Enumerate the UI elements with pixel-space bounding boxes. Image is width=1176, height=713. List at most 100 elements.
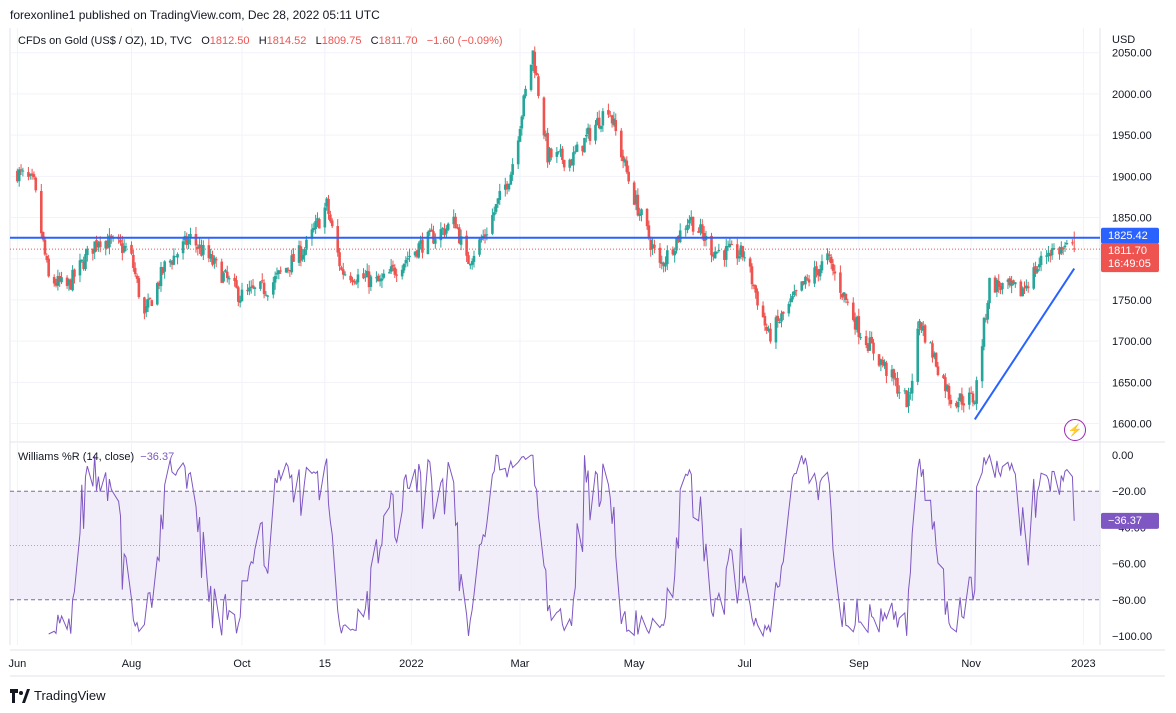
candle-body	[791, 295, 794, 300]
candle-body	[780, 313, 783, 322]
candle-body	[159, 266, 163, 287]
candle-body	[240, 289, 244, 302]
change-value: −1.60 (−0.09%)	[426, 35, 503, 47]
candle-body	[93, 241, 96, 253]
close-label: C	[370, 35, 379, 47]
candle-body	[555, 152, 559, 157]
candle-body	[238, 300, 242, 303]
candle-body	[97, 242, 100, 248]
candle-body	[518, 129, 522, 142]
candle-body	[343, 274, 347, 276]
candle-body	[34, 177, 38, 191]
indicator-value: −36.37	[140, 451, 175, 463]
time-tick-label: Jun	[8, 658, 26, 670]
candle-body	[1037, 264, 1041, 268]
candle-body	[472, 255, 476, 262]
time-tick-label: May	[624, 658, 645, 670]
candle-body	[997, 280, 1001, 287]
candle-body	[91, 248, 95, 254]
candle-body	[728, 243, 732, 247]
candle-body	[581, 145, 584, 152]
candle-body	[402, 263, 406, 271]
candle-body	[196, 246, 200, 249]
candle-body	[737, 256, 741, 259]
candle-body	[857, 316, 861, 337]
candle-body	[550, 148, 553, 158]
candle-body	[774, 317, 778, 343]
candle-body	[975, 380, 978, 404]
candle-body	[1048, 253, 1052, 257]
candle-body	[480, 238, 483, 240]
price-tick-label: 2000.00	[1112, 89, 1152, 101]
candle-body	[312, 227, 316, 231]
time-tick-label: 15	[319, 658, 331, 670]
candle-body	[389, 266, 393, 272]
candle-body	[986, 303, 989, 320]
candle-body	[833, 271, 837, 274]
candle-body	[82, 261, 85, 270]
candle-body	[787, 303, 791, 314]
trend-line[interactable]	[973, 268, 1076, 420]
candle-body	[69, 279, 73, 290]
candle-body	[879, 359, 883, 365]
candle-body	[220, 261, 224, 283]
candle-body	[583, 137, 586, 153]
candle-body	[599, 125, 603, 129]
candle-body	[314, 221, 317, 230]
candle-body	[325, 198, 328, 207]
candle-body	[853, 318, 857, 330]
candle-body	[776, 315, 780, 322]
candle-body	[1032, 267, 1036, 289]
candle-body	[329, 214, 332, 222]
candle-body	[743, 257, 746, 259]
low-value: 1809.75	[321, 35, 362, 47]
candle-body	[868, 337, 872, 351]
candle-body	[921, 326, 925, 331]
candle-body	[1001, 283, 1004, 290]
candle-body	[27, 172, 30, 177]
candle-body	[494, 204, 498, 212]
candle-body	[349, 275, 352, 281]
wr-tick-label: −80.00	[1112, 595, 1146, 607]
candle-body	[898, 392, 901, 394]
candle-body	[56, 276, 60, 286]
wr-tick-label: 0.00	[1112, 450, 1133, 462]
candle-body	[607, 110, 610, 115]
candle-body	[43, 239, 47, 255]
candle-body	[872, 342, 875, 354]
candle-body	[945, 385, 949, 391]
candle-body	[45, 255, 49, 261]
candle-body	[586, 127, 590, 135]
candle-body	[224, 270, 227, 272]
candle-body	[456, 227, 459, 229]
candle-body	[235, 280, 238, 288]
williams-r-pane	[10, 453, 1100, 638]
candle-body	[1025, 285, 1028, 289]
candle-body	[944, 377, 947, 392]
candle-body	[881, 359, 885, 366]
candle-body	[439, 229, 443, 241]
candle-body	[246, 289, 249, 291]
tradingview-brand[interactable]: TradingView	[10, 688, 106, 703]
candle-body	[715, 251, 719, 253]
candle-body	[627, 171, 630, 182]
candle-body	[297, 245, 301, 263]
candle-body	[146, 299, 150, 308]
candle-body	[19, 169, 23, 171]
candle-body	[469, 263, 472, 266]
candle-body	[491, 215, 494, 234]
price-tick-label: 1650.00	[1112, 377, 1152, 389]
candle-body	[121, 243, 124, 254]
candle-body	[369, 276, 373, 287]
candle-body	[434, 239, 437, 244]
candle-body	[144, 306, 148, 313]
candle-body	[608, 115, 612, 117]
time-tick-label: Oct	[233, 658, 250, 670]
candle-body	[266, 295, 270, 297]
candle-body	[999, 286, 1002, 291]
candle-body	[918, 320, 921, 329]
candle-body	[303, 249, 306, 256]
candle-body	[17, 169, 21, 182]
candle-body	[32, 174, 36, 178]
flash-icon[interactable]: ⚡	[1064, 419, 1086, 441]
